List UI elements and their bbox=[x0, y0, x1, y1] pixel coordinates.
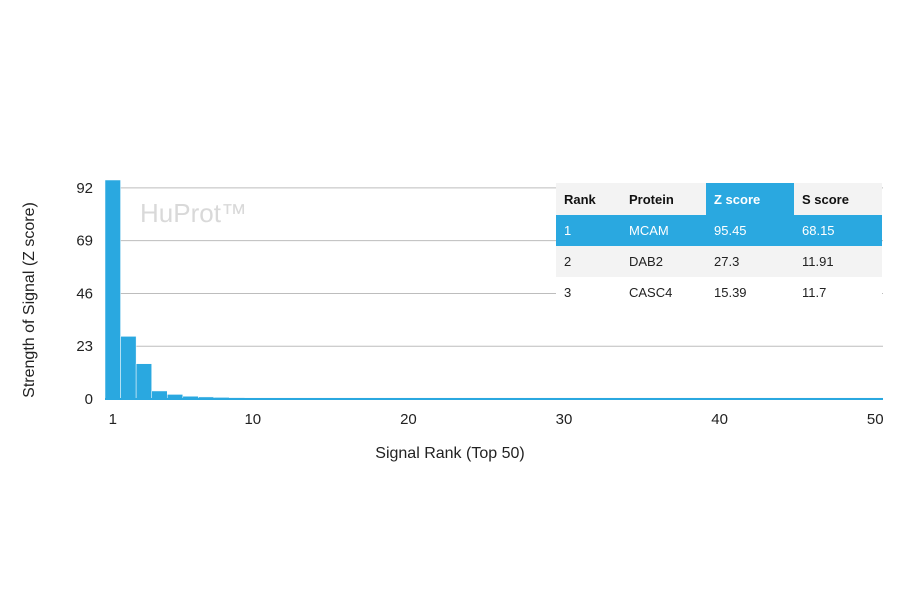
bar bbox=[135, 363, 152, 400]
x-axis-title: Signal Rank (Top 50) bbox=[375, 445, 524, 462]
y-tick-labels: 0 23 46 69 92 bbox=[76, 180, 93, 408]
y-tick-label: 23 bbox=[76, 338, 93, 355]
x-tick-label: 1 bbox=[109, 411, 117, 428]
header-z-score: Z score bbox=[706, 183, 794, 215]
x-tick-label: 30 bbox=[556, 411, 573, 428]
header-s-score: S score bbox=[794, 183, 882, 215]
score-table: Rank Protein Z score S score 1 MCAM 95.4… bbox=[556, 183, 882, 308]
table-header-row: Rank Protein Z score S score bbox=[556, 183, 882, 215]
cell-z-score: 95.45 bbox=[706, 215, 794, 246]
x-tick-labels: 1 10 20 30 40 50 bbox=[109, 411, 884, 428]
cell-protein: MCAM bbox=[621, 215, 706, 246]
cell-z-score: 15.39 bbox=[706, 277, 794, 308]
cell-protein: DAB2 bbox=[621, 246, 706, 277]
header-rank: Rank bbox=[556, 183, 621, 215]
watermark-text: HuProt™ bbox=[140, 198, 247, 228]
cell-s-score: 68.15 bbox=[794, 215, 882, 246]
x-tick-label: 10 bbox=[244, 411, 261, 428]
x-tick-label: 50 bbox=[867, 411, 884, 428]
y-tick-label: 0 bbox=[85, 391, 93, 408]
cell-s-score: 11.7 bbox=[794, 277, 882, 308]
y-tick-label: 69 bbox=[76, 233, 93, 250]
table-row: 1 MCAM 95.45 68.15 bbox=[556, 215, 882, 246]
bar bbox=[104, 179, 121, 400]
x-tick-label: 20 bbox=[400, 411, 417, 428]
cell-s-score: 11.91 bbox=[794, 246, 882, 277]
bar bbox=[151, 390, 168, 400]
y-tick-label: 92 bbox=[76, 180, 93, 197]
table-row: 3 CASC4 15.39 11.7 bbox=[556, 277, 882, 308]
header-protein: Protein bbox=[621, 183, 706, 215]
cell-z-score: 27.3 bbox=[706, 246, 794, 277]
cell-rank: 3 bbox=[556, 277, 621, 308]
cell-protein: CASC4 bbox=[621, 277, 706, 308]
x-tick-label: 40 bbox=[711, 411, 728, 428]
y-tick-label: 46 bbox=[76, 285, 93, 302]
y-axis-title: Strength of Signal (Z score) bbox=[21, 202, 38, 398]
cell-rank: 1 bbox=[556, 215, 621, 246]
table-row: 2 DAB2 27.3 11.91 bbox=[556, 246, 882, 277]
cell-rank: 2 bbox=[556, 246, 621, 277]
bar bbox=[120, 336, 137, 400]
